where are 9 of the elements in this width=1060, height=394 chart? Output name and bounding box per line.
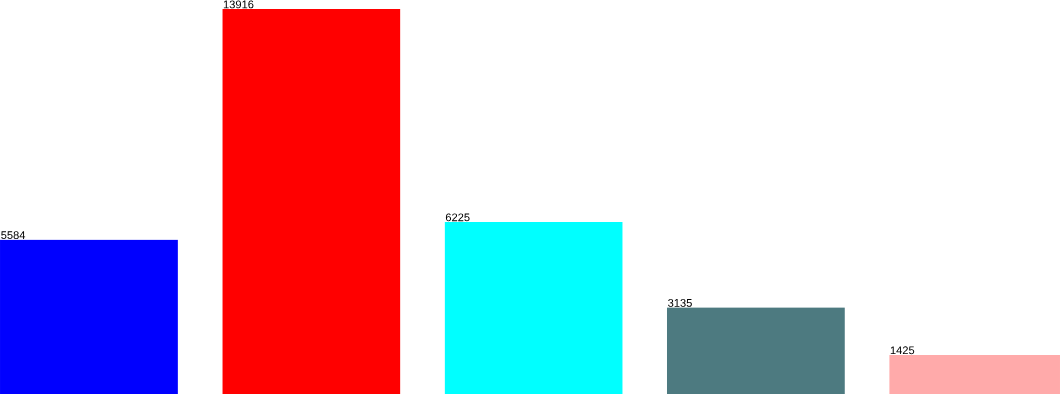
- data-label: 6225: [445, 213, 470, 222]
- bar: [666, 307, 845, 394]
- bar: [222, 8, 401, 394]
- data-label: 1425: [890, 346, 915, 355]
- data-label: 13916: [223, 0, 254, 9]
- data-label: 3135: [668, 298, 692, 307]
- data-label: 5584: [1, 231, 26, 239]
- bar: [444, 221, 623, 394]
- bar: [0, 239, 178, 394]
